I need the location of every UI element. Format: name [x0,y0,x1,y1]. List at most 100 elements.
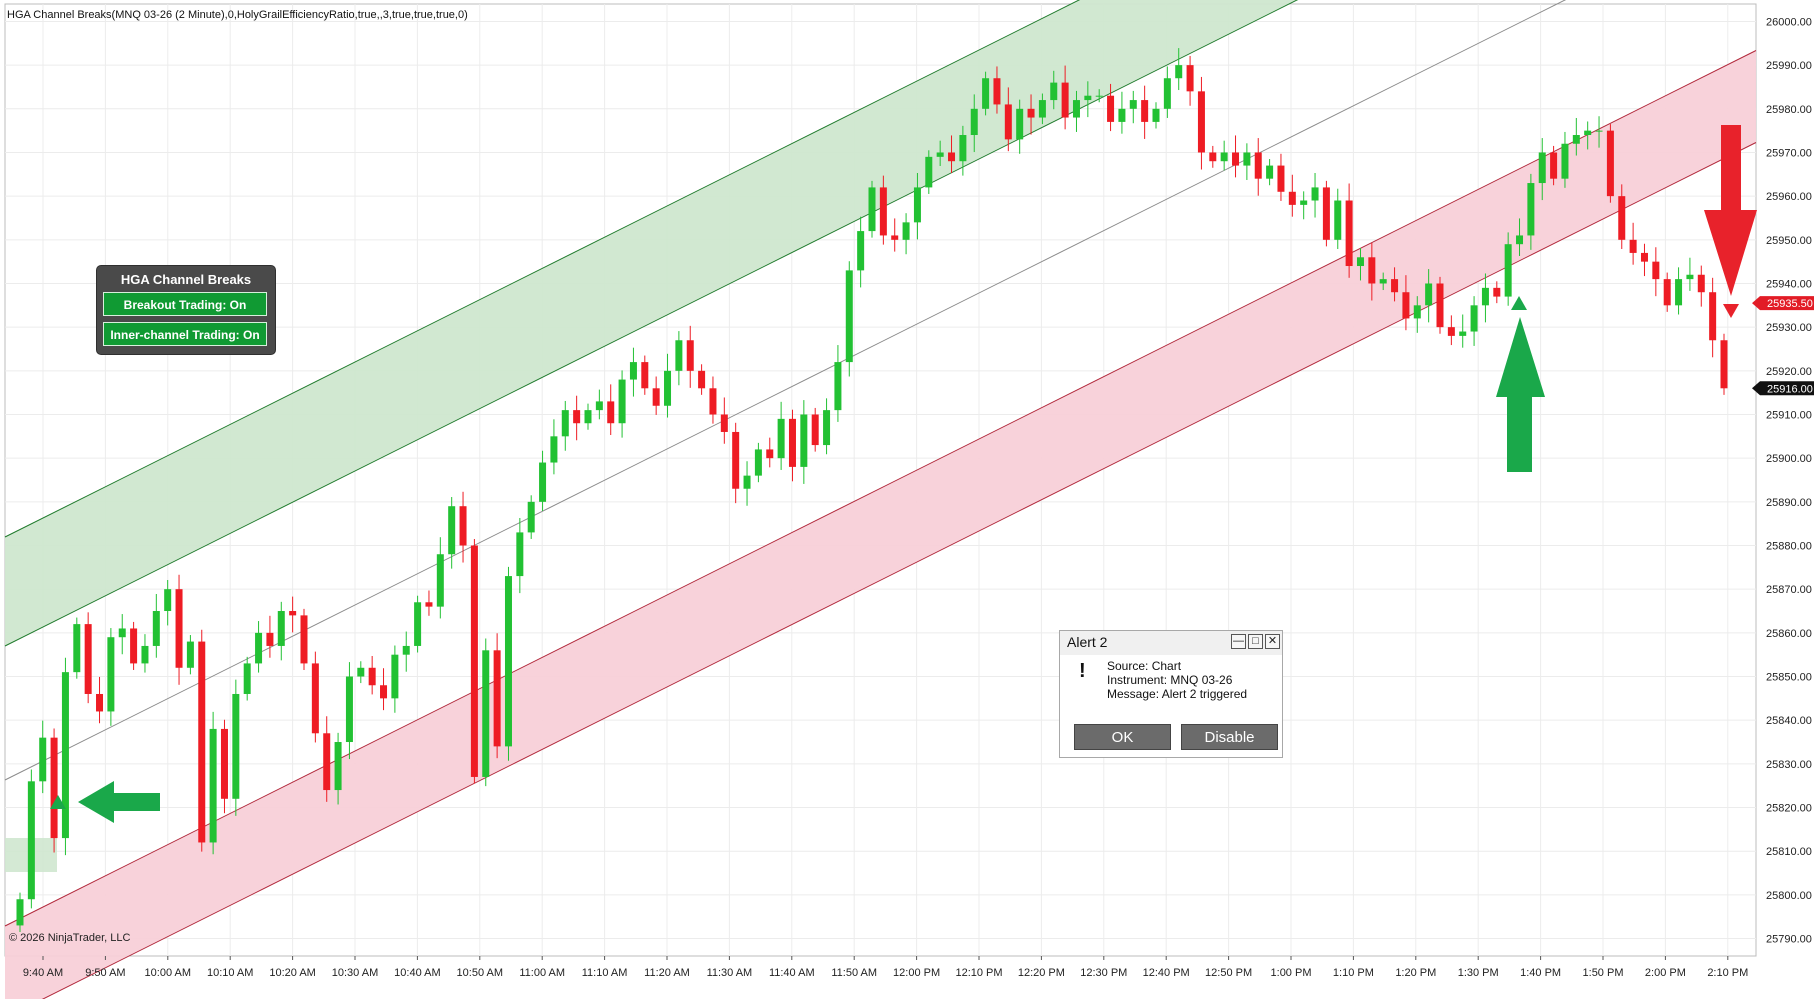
candle-up [504,576,512,747]
candle-up [209,728,217,843]
y-tick-label: 25790.00 [1766,934,1812,946]
x-tick-label: 2:00 PM [1645,967,1686,979]
x-tick-label: 10:30 AM [332,967,378,979]
price-marker [1752,381,1814,396]
candle-up [39,737,47,782]
candle-up [1118,108,1126,122]
candle-down [380,685,388,699]
alert-dialog: Alert 2 — □ ✕ ! Source: Chart Instrument… [1059,630,1283,758]
candle-up [1356,257,1364,267]
candle-down [1550,152,1558,179]
candle-down [1652,261,1660,280]
candle-down [1663,279,1671,306]
candle-up [1538,152,1546,184]
candle-up [675,340,683,371]
candle-down [948,152,956,162]
candle-up [1129,100,1137,109]
y-tick-label: 25820.00 [1766,803,1812,815]
candle-down [698,370,706,389]
inner-channel-trading-button[interactable]: Inner-channel Trading: On [103,322,267,346]
alert-title: Alert 2 [1067,634,1108,650]
x-tick-label: 11:00 AM [519,967,565,979]
candle-up [925,156,933,188]
x-tick-label: 1:20 PM [1395,967,1436,979]
candle-up [1334,200,1342,240]
candle-down [130,628,138,664]
candle-up [1379,279,1387,284]
hga-panel: HGA Channel Breaks Breakout Trading: On … [97,266,275,354]
candle-down [96,693,104,712]
candle-up [618,379,626,424]
candle-down [1447,327,1455,336]
candle-up [743,475,751,489]
candle-down [1141,100,1149,122]
breakout-trading-button[interactable]: Breakout Trading: On [103,292,267,316]
candle-down [1197,91,1205,153]
candle-up [595,401,603,411]
candle-down [993,78,1001,105]
signal-arrows [50,125,1757,823]
disable-button[interactable]: Disable [1181,724,1278,750]
candle-down [470,545,478,777]
candle-down [220,728,228,799]
x-axis: 9:40 AM 9:50 AM 10:00 AM 10:10 AM 10:20 AM 10… [23,956,1748,979]
x-tick-label: 12:50 PM [1205,967,1252,979]
candle-up [1675,279,1683,306]
candle-up [1595,130,1603,132]
candle-down [1606,130,1614,197]
candle-down [84,624,92,694]
minimize-icon[interactable]: — [1231,634,1246,649]
candle-up [1163,78,1171,109]
candle-up [1084,95,1092,101]
candle-down [1345,200,1353,267]
candle-down [573,410,581,424]
candle-up [868,187,876,232]
small-up-arrow-icon [50,795,66,809]
x-tick-label: 12:40 PM [1143,967,1190,979]
candle-down [300,615,308,664]
candle-down [1402,292,1410,319]
price-marker-label: 25916.00 [1767,383,1813,395]
close-icon[interactable]: ✕ [1265,634,1280,649]
candle-up [277,611,285,646]
candle-up [61,672,69,839]
big-up-arrow-icon [1496,317,1545,472]
candle-up [970,108,978,136]
candle-down [720,414,728,432]
candle-down [811,414,819,446]
y-tick-label: 25970.00 [1766,147,1812,159]
candle-down [709,388,717,415]
candle-up [1516,235,1524,245]
y-tick-label: 25850.00 [1766,672,1812,684]
candle-up [402,645,410,655]
candle-down [1493,287,1501,297]
candle-up [539,462,547,502]
candle-down [766,449,774,459]
candle-down [879,187,887,236]
candle-down [311,663,319,734]
candle-up [777,418,785,459]
candle-up [561,410,569,437]
candle-down [289,611,297,616]
candle-up [1561,143,1569,179]
x-tick-label: 2:10 PM [1707,967,1748,979]
candle-down [1027,108,1035,118]
candle-up [107,637,115,712]
candle-down [732,431,740,489]
alert-instrument: Instrument: MNQ 03-26 [1107,673,1233,687]
ok-button[interactable]: OK [1074,724,1171,750]
candle-up [1686,274,1694,280]
candle-down [459,506,467,546]
y-tick-label: 25960.00 [1766,191,1812,203]
candle-up [959,135,967,162]
maximize-icon[interactable]: □ [1248,634,1263,649]
candle-up [1266,165,1274,179]
candle-up [1038,100,1046,118]
candle-down [1232,152,1240,166]
candle-up [164,589,172,612]
left-arrow-icon [78,781,160,823]
candle-up [550,436,558,463]
candle-down [1368,257,1376,284]
candle-up [629,362,637,380]
